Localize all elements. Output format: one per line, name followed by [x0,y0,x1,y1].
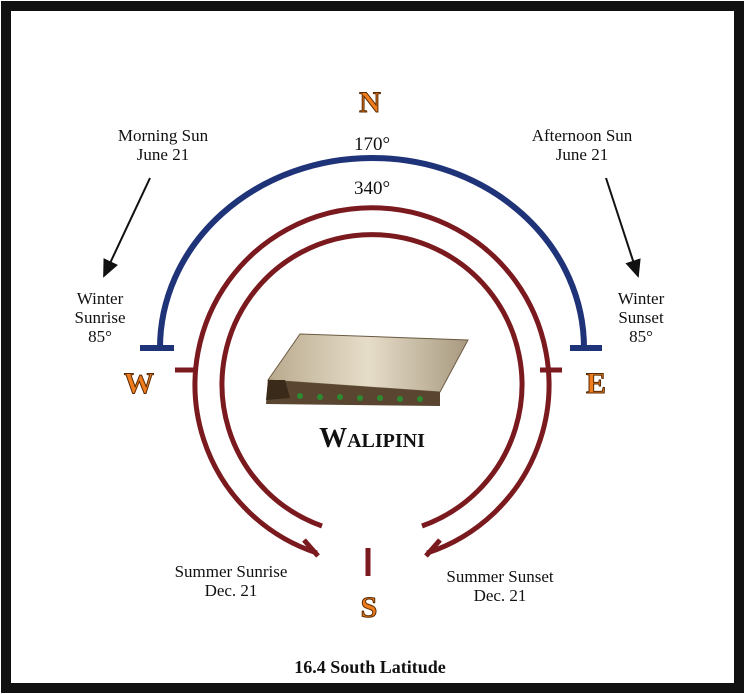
summer-sunrise-date: Dec. 21 [205,581,258,600]
morning-sun: Morning Sun [118,126,209,145]
summer-sunset: Summer Sunset [446,567,553,586]
diagram: N S E W Morning Sun June 21 Afternoon Su… [0,0,745,694]
east: E [586,367,606,400]
winter-sunset-angle: 85° [629,327,653,346]
afternoon-sun: Afternoon Sun [532,126,633,145]
south: S [361,591,378,624]
north: N [359,86,381,119]
winter-sunset: Sunset [618,308,664,327]
winter-sunrise: Sunrise [75,308,126,327]
west: W [124,367,154,400]
inner-angle: 340° [354,178,390,199]
winter-sunrise-angle: 85° [88,327,112,346]
center-label: Walipini [319,423,425,454]
winter-sunset: Winter [618,289,665,308]
outer-angle: 170° [354,134,390,155]
walipini-image [266,334,468,406]
morning-date: June 21 [137,145,189,164]
summer-sunset-date: Dec. 21 [474,586,527,605]
winter-sunrise: Winter [77,289,124,308]
summer-sunrise: Summer Sunrise [175,562,288,581]
footer: 16.4 South Latitude [294,657,446,677]
afternoon-date: June 21 [556,145,608,164]
